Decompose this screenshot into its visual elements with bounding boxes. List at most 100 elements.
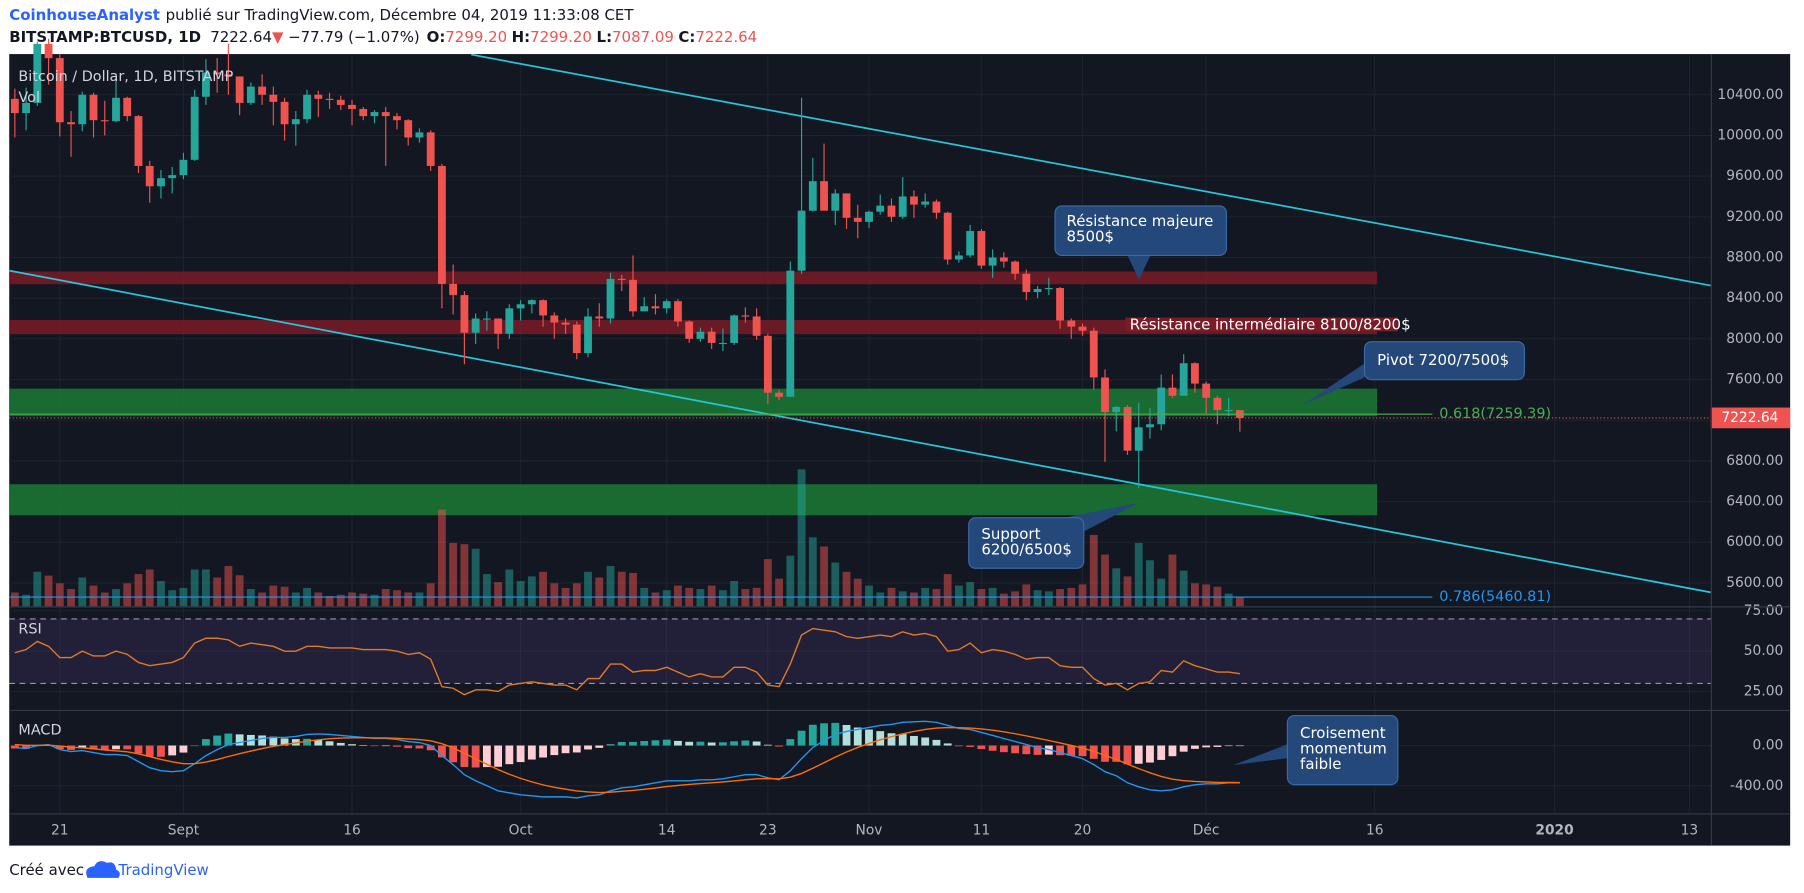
author[interactable]: CoinhouseAnalyst bbox=[9, 6, 160, 24]
x-tick-label: 2020 bbox=[1535, 823, 1573, 839]
volume-bar bbox=[516, 580, 525, 607]
symbol: BITSTAMP:BTCUSD, 1D bbox=[9, 28, 201, 46]
volume-bar bbox=[943, 574, 952, 607]
macd-histogram-bar bbox=[1157, 745, 1166, 760]
volume-bar bbox=[662, 590, 671, 607]
macd-histogram-bar bbox=[617, 742, 626, 746]
callout-box bbox=[1286, 715, 1399, 786]
symbol-line: BITSTAMP:BTCUSD, 1D 7222.64▼ −77.79 (−1.07… bbox=[9, 28, 757, 46]
ohlc-label: L: bbox=[597, 28, 613, 46]
zone bbox=[9, 388, 1378, 417]
trend-line bbox=[470, 53, 1711, 287]
macd-histogram-bar bbox=[224, 733, 233, 746]
candle-body bbox=[314, 94, 323, 99]
candle-body bbox=[22, 102, 30, 114]
candle-body bbox=[224, 74, 233, 77]
candle-body bbox=[629, 279, 637, 312]
candle-body bbox=[359, 108, 368, 117]
volume-bar bbox=[393, 590, 401, 607]
macd-histogram-bar bbox=[606, 744, 615, 746]
macd-histogram-bar bbox=[201, 739, 210, 746]
candle-body bbox=[78, 94, 87, 125]
candle-body bbox=[550, 315, 559, 323]
volume-bar bbox=[1044, 591, 1053, 607]
volume-bar bbox=[78, 577, 87, 607]
volume-bar bbox=[775, 578, 783, 607]
candle-body bbox=[258, 86, 267, 95]
macd-histogram-bar bbox=[550, 745, 559, 756]
candle-body bbox=[505, 308, 514, 334]
macd-histogram-bar bbox=[516, 745, 525, 763]
macd-histogram-bar bbox=[910, 735, 918, 746]
volume-bar bbox=[426, 583, 435, 607]
volume-bar bbox=[67, 589, 75, 607]
macd-histogram-bar bbox=[696, 741, 705, 746]
candle-body bbox=[404, 120, 413, 138]
volume-bar bbox=[449, 543, 458, 607]
volume-bar bbox=[404, 592, 413, 607]
macd-histogram-bar bbox=[820, 723, 828, 746]
candle-body bbox=[561, 322, 570, 325]
candle-body bbox=[246, 86, 255, 103]
volume-bar bbox=[258, 592, 267, 607]
volume-bar bbox=[1089, 534, 1098, 607]
candle-body bbox=[10, 98, 19, 114]
footer-brand[interactable]: TradingView bbox=[118, 861, 209, 879]
volume-bar bbox=[1179, 570, 1188, 607]
macd-histogram-bar bbox=[426, 745, 435, 751]
macd-histogram-bar bbox=[78, 745, 87, 749]
macd-histogram-bar bbox=[707, 742, 716, 746]
macd-histogram-bar bbox=[561, 745, 570, 754]
x-tick-label: Nov bbox=[856, 823, 883, 839]
macd-histogram-bar bbox=[1078, 745, 1087, 757]
macd-histogram-bar bbox=[584, 745, 592, 750]
volume-bar bbox=[629, 572, 637, 607]
candle-body bbox=[1011, 261, 1020, 274]
volume-bar bbox=[1235, 597, 1244, 607]
annotation: Résistance majeure bbox=[1067, 212, 1214, 230]
macd-histogram-bar bbox=[887, 733, 896, 746]
volume-bar bbox=[1134, 543, 1143, 607]
ohlc-label: H: bbox=[512, 28, 530, 46]
candle-body bbox=[325, 98, 334, 100]
ohlc-value: 7299.20 bbox=[530, 28, 592, 46]
candle-body bbox=[718, 342, 727, 345]
macd-histogram-bar bbox=[179, 745, 188, 753]
volume-bar bbox=[696, 589, 705, 607]
candle-body bbox=[134, 116, 143, 166]
macd-histogram-bar bbox=[190, 745, 199, 747]
candle-body bbox=[640, 306, 649, 312]
volume-bar bbox=[1033, 590, 1042, 607]
candle-body bbox=[471, 318, 480, 333]
candle-body bbox=[303, 94, 311, 120]
candle-body bbox=[1146, 424, 1154, 428]
callout-box bbox=[1054, 205, 1228, 256]
candle-body bbox=[1168, 387, 1177, 396]
y-tick-label: 8400.00 bbox=[1726, 290, 1783, 306]
candle-body bbox=[730, 315, 739, 343]
y-tick-label: 7600.00 bbox=[1726, 372, 1783, 388]
candle-body bbox=[213, 72, 222, 75]
candle-body bbox=[999, 257, 1008, 262]
volume-bar bbox=[370, 594, 379, 607]
candle-body bbox=[1112, 406, 1121, 413]
y-tick-label: 6000.00 bbox=[1726, 534, 1783, 550]
candle-body bbox=[595, 316, 604, 319]
candle-body bbox=[741, 315, 750, 317]
volume-bar bbox=[359, 593, 368, 607]
candle-body bbox=[752, 316, 761, 336]
candle-body bbox=[943, 212, 952, 260]
macd-histogram-bar bbox=[1134, 745, 1143, 764]
macd-histogram-bar bbox=[662, 739, 671, 746]
candle-body bbox=[584, 316, 592, 354]
candle-body bbox=[1022, 273, 1031, 293]
volume-bar bbox=[505, 569, 514, 607]
macd-histogram-bar bbox=[1011, 745, 1020, 754]
candle-body bbox=[808, 181, 817, 211]
annotation: 8500$ bbox=[1067, 228, 1115, 246]
y-tick-label: 8000.00 bbox=[1726, 331, 1783, 347]
macd-histogram-bar bbox=[393, 745, 401, 747]
volume-bar bbox=[842, 571, 851, 607]
volume-bar bbox=[100, 592, 109, 607]
volume-bar bbox=[246, 589, 255, 607]
